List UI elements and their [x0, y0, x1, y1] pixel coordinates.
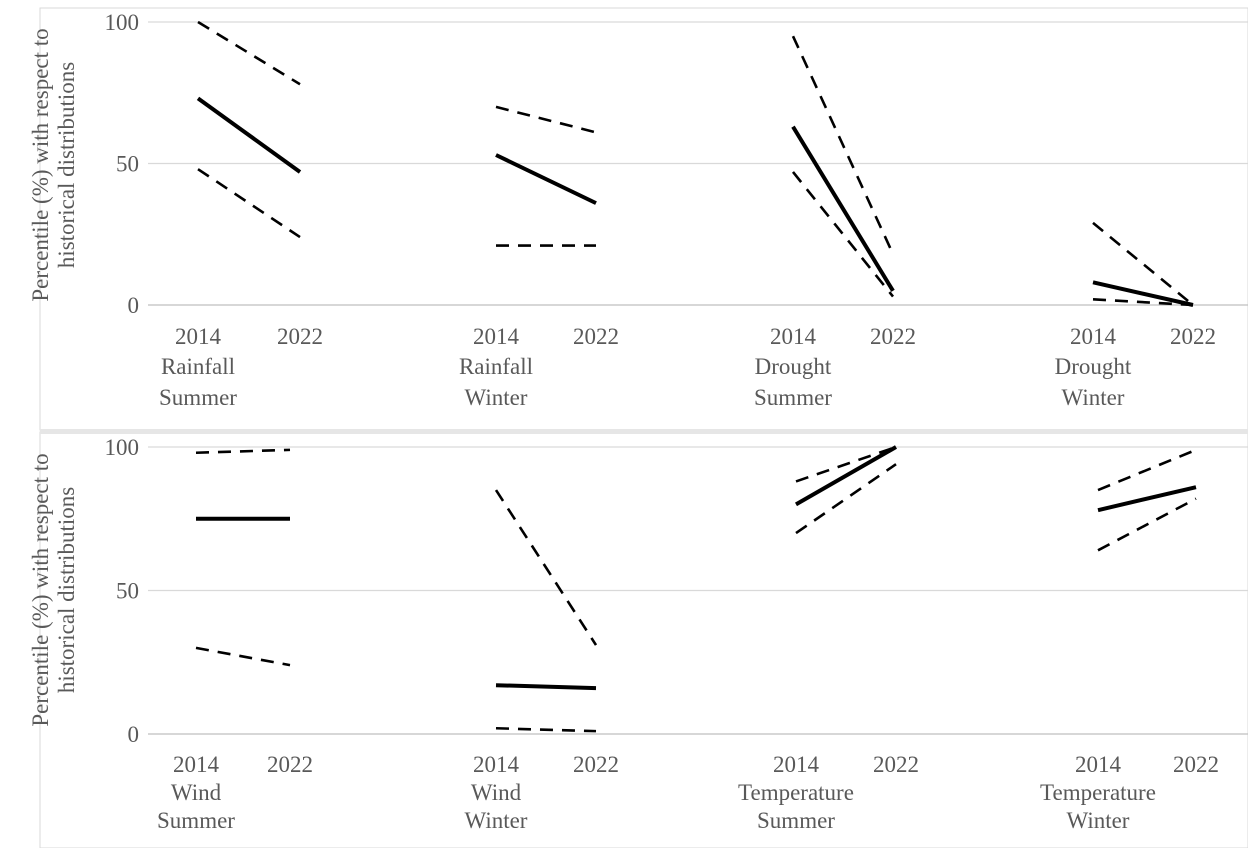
y-axis-label: Percentile (%) with respect to [28, 453, 53, 726]
series-line-bound [197, 20, 301, 86]
category-label: Drought [1055, 354, 1132, 379]
category-label: Wind [171, 780, 222, 805]
y-axis-label: historical distributions [54, 62, 79, 268]
x-tick-label: 2022 [573, 324, 619, 349]
x-tick-label: 2022 [873, 752, 919, 777]
y-tick-label: 100 [105, 10, 140, 35]
series-line-bound [791, 171, 895, 298]
series-line-median [795, 445, 897, 507]
series-line-median [495, 153, 597, 205]
series-line-bound [195, 646, 291, 667]
series-line-median [791, 125, 895, 292]
panel-separator [40, 429, 1248, 434]
y-tick-label: 50 [116, 579, 139, 604]
category-label: Temperature [738, 780, 854, 805]
x-tick-label: 2014 [473, 752, 520, 777]
x-tick-label: 2022 [1173, 752, 1219, 777]
series-line-bound [495, 726, 597, 733]
x-tick-label: 2014 [473, 324, 520, 349]
series-line-bound [495, 105, 597, 134]
series-line-bound [791, 35, 895, 255]
y-tick-label: 0 [128, 722, 140, 747]
category-label: Drought [755, 354, 832, 379]
series-line-bound [197, 168, 301, 239]
category-label: Summer [754, 385, 832, 410]
x-tick-label: 2022 [1170, 324, 1216, 349]
x-tick-label: 2014 [173, 752, 220, 777]
category-label: Winter [465, 808, 528, 833]
y-tick-label: 50 [116, 152, 139, 177]
series-line-bound [1092, 298, 1194, 307]
series-line-bound [1097, 497, 1197, 552]
x-tick-label: 2022 [267, 752, 313, 777]
y-axis-label: historical distributions [54, 487, 79, 693]
x-tick-label: 2014 [1075, 752, 1122, 777]
series-line-bound [195, 448, 291, 455]
series-line-bound [494, 489, 598, 646]
y-tick-label: 0 [128, 293, 140, 318]
category-label: Temperature [1040, 780, 1156, 805]
category-label: Winter [465, 385, 528, 410]
category-label: Rainfall [161, 354, 235, 379]
category-label: Winter [1067, 808, 1130, 833]
series-line-bound [1097, 448, 1197, 492]
y-axis-label: Percentile (%) with respect to [28, 28, 53, 301]
category-label: Wind [471, 780, 522, 805]
x-tick-label: 2014 [1070, 324, 1117, 349]
x-tick-label: 2022 [573, 752, 619, 777]
x-tick-label: 2022 [277, 324, 323, 349]
category-label: Summer [157, 808, 235, 833]
series-line-bound [795, 445, 897, 483]
x-tick-label: 2014 [770, 324, 817, 349]
x-tick-label: 2014 [773, 752, 820, 777]
category-label: Summer [757, 808, 835, 833]
category-label: Rainfall [459, 354, 533, 379]
y-tick-label: 100 [105, 435, 140, 460]
category-label: Winter [1062, 385, 1125, 410]
category-label: Summer [159, 385, 237, 410]
x-tick-label: 2014 [175, 324, 222, 349]
series-line-median [495, 683, 597, 691]
series-line-median [1092, 280, 1194, 307]
series-line-median [1097, 485, 1197, 513]
x-tick-label: 2022 [870, 324, 916, 349]
series-line-median [196, 96, 302, 174]
